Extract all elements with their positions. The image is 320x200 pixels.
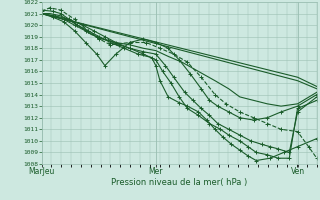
X-axis label: Pression niveau de la mer( hPa ): Pression niveau de la mer( hPa ) xyxy=(111,178,247,187)
